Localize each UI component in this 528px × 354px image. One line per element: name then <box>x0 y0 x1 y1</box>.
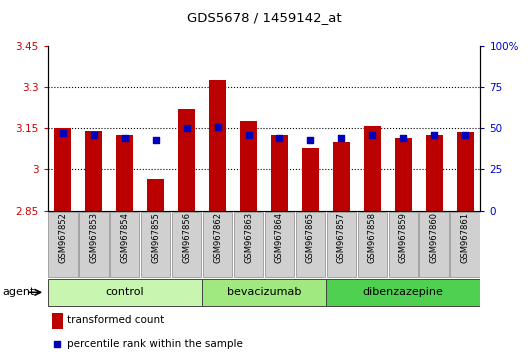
Text: GSM967860: GSM967860 <box>430 212 439 263</box>
Point <box>399 135 408 141</box>
Bar <box>234 212 263 276</box>
Bar <box>419 212 449 276</box>
Text: transformed count: transformed count <box>67 315 164 325</box>
Bar <box>116 135 134 211</box>
Text: control: control <box>106 287 144 297</box>
Bar <box>426 135 442 211</box>
Bar <box>110 212 139 276</box>
Bar <box>327 212 356 276</box>
Bar <box>302 148 319 211</box>
Text: GSM967862: GSM967862 <box>213 212 222 263</box>
Point <box>306 137 315 143</box>
Bar <box>240 121 257 211</box>
Text: GSM967856: GSM967856 <box>182 212 191 263</box>
Point <box>183 125 191 131</box>
Bar <box>394 138 412 211</box>
Point <box>337 135 345 141</box>
Bar <box>79 212 109 276</box>
Text: GSM967857: GSM967857 <box>337 212 346 263</box>
Text: percentile rank within the sample: percentile rank within the sample <box>67 339 243 349</box>
Bar <box>389 212 418 276</box>
Bar <box>178 109 195 211</box>
Point <box>244 132 253 138</box>
Bar <box>326 279 480 307</box>
Bar <box>52 313 63 329</box>
Text: GSM967864: GSM967864 <box>275 212 284 263</box>
Bar <box>333 142 350 211</box>
Bar <box>48 279 202 307</box>
Bar <box>147 179 164 211</box>
Bar <box>296 212 325 276</box>
Text: GSM967863: GSM967863 <box>244 212 253 263</box>
Bar <box>54 129 71 211</box>
Bar <box>357 212 387 276</box>
Point <box>59 130 67 136</box>
Text: GDS5678 / 1459142_at: GDS5678 / 1459142_at <box>187 11 341 24</box>
Point <box>461 132 469 138</box>
Point <box>120 135 129 141</box>
Point <box>213 124 222 130</box>
Bar <box>450 212 479 276</box>
Text: dibenzazepine: dibenzazepine <box>363 287 444 297</box>
Text: GSM967855: GSM967855 <box>151 212 161 263</box>
Point <box>53 341 61 347</box>
Text: GSM967853: GSM967853 <box>89 212 98 263</box>
Text: GSM967859: GSM967859 <box>399 212 408 263</box>
Point <box>368 132 376 138</box>
Point <box>275 135 284 141</box>
Bar <box>172 212 201 276</box>
Text: agent: agent <box>3 287 35 297</box>
Point <box>152 137 160 143</box>
Bar <box>141 212 171 276</box>
Bar <box>265 212 294 276</box>
Text: GSM967865: GSM967865 <box>306 212 315 263</box>
Text: GSM967852: GSM967852 <box>59 212 68 263</box>
Text: GSM967861: GSM967861 <box>460 212 469 263</box>
Bar <box>364 126 381 211</box>
Bar <box>49 212 78 276</box>
Text: bevacizumab: bevacizumab <box>227 287 301 297</box>
Point <box>430 132 438 138</box>
Bar <box>86 131 102 211</box>
Text: GSM967854: GSM967854 <box>120 212 129 263</box>
Bar <box>202 279 326 307</box>
Bar <box>203 212 232 276</box>
Text: GSM967858: GSM967858 <box>367 212 377 263</box>
Bar <box>457 132 474 211</box>
Bar <box>209 80 226 211</box>
Point <box>90 132 98 138</box>
Bar <box>271 135 288 211</box>
